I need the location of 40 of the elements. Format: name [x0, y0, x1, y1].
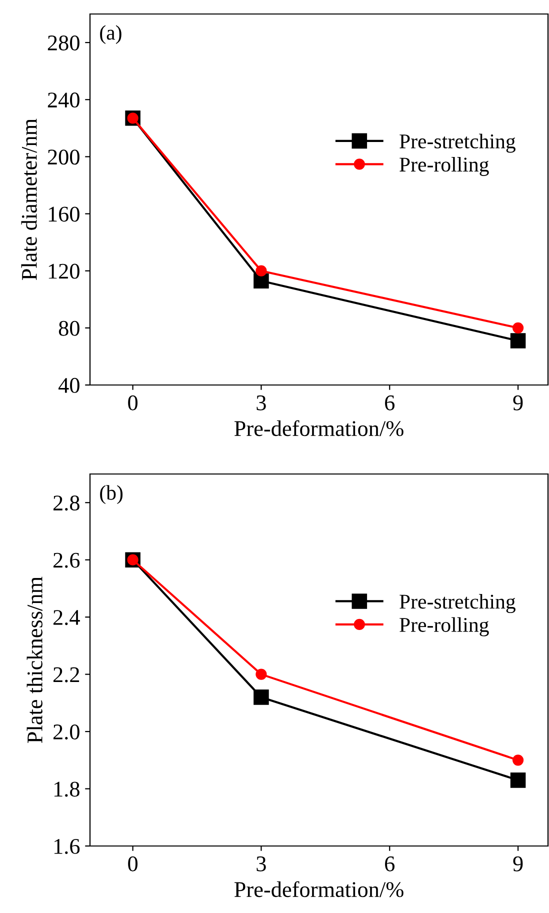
x-tick-label: 3: [256, 395, 266, 410]
x-axis-title: Pre-deformation/%: [234, 881, 404, 898]
x-tick-label: 3: [256, 856, 266, 872]
y-tick-label: 120: [48, 264, 80, 279]
y-tick-label: 80: [58, 320, 80, 336]
point: [512, 322, 524, 334]
y-tick-label: 2.8: [53, 496, 80, 511]
x-tick-label: 0: [128, 856, 138, 872]
x-tick-label: 6: [385, 395, 395, 410]
y-tick-label: 40: [58, 378, 80, 393]
y-tick-label: 200: [48, 150, 80, 165]
y-tick-label: 1.8: [54, 782, 80, 797]
y-tick-label: 160: [48, 206, 80, 222]
point: [254, 273, 269, 288]
point: [512, 754, 524, 766]
point: [256, 668, 267, 680]
y-tick-label: 2.6: [53, 552, 80, 568]
y-tick-label: 280: [48, 35, 80, 50]
y-tick-label: 2.0: [53, 724, 80, 740]
y-tick-label: 2.2: [53, 667, 80, 682]
legend-label: Pre-stretching: [400, 134, 516, 153]
y-tick-label: 2.4: [53, 610, 80, 626]
point: [510, 333, 526, 348]
y-tick-label: 1.6: [54, 838, 80, 854]
point: [510, 772, 526, 788]
x-tick-label: 9: [513, 856, 523, 872]
legend-label: Pre-stretching: [400, 594, 516, 614]
point: [254, 690, 269, 705]
y-axis-title: Plate thickness/nm: [26, 576, 42, 743]
annotation: (b): [100, 485, 123, 504]
x-tick-label: 0: [128, 395, 138, 410]
annotation: (a): [100, 25, 122, 44]
x-tick-label: 9: [513, 395, 523, 410]
y-axis-title: Plate diameter/nm: [21, 118, 37, 280]
legend-label: Pre-rolling: [400, 157, 489, 176]
legend-label: Pre-rolling: [400, 617, 489, 636]
x-axis-title: Pre-deformation/%: [234, 420, 404, 436]
y-tick-label: 240: [48, 92, 80, 108]
point: [256, 265, 267, 276]
x-tick-label: 6: [385, 856, 395, 872]
